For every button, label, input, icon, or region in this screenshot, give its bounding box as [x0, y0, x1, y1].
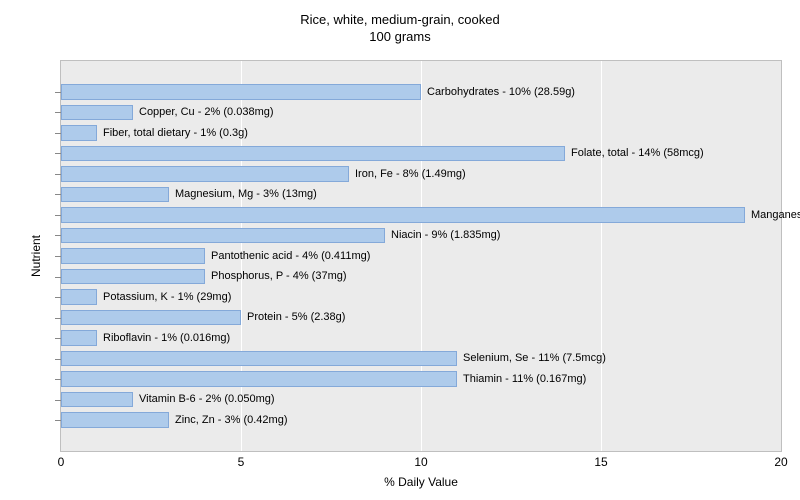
- bar-label: Vitamin B-6 - 2% (0.050mg): [133, 389, 275, 410]
- y-tick: [55, 235, 61, 236]
- bar: [61, 125, 97, 141]
- y-tick: [55, 338, 61, 339]
- bar-label: Manganese, Mn - 19% (0.377mg): [745, 205, 800, 226]
- y-tick: [55, 153, 61, 154]
- chart-title-line-1: Rice, white, medium-grain, cooked: [300, 12, 499, 27]
- x-tick-label: 5: [238, 455, 245, 469]
- y-tick: [55, 359, 61, 360]
- bar-label: Riboflavin - 1% (0.016mg): [97, 328, 230, 349]
- chart-title: Rice, white, medium-grain, cooked 100 gr…: [0, 12, 800, 46]
- bar: [61, 289, 97, 305]
- y-tick: [55, 277, 61, 278]
- bar-label: Thiamin - 11% (0.167mg): [457, 369, 586, 390]
- x-tick-label: 20: [774, 455, 787, 469]
- x-axis-title: % Daily Value: [61, 475, 781, 489]
- grid-line: [421, 61, 422, 451]
- bar-label: Protein - 5% (2.38g): [241, 307, 345, 328]
- bar: [61, 392, 133, 408]
- bar: [61, 228, 385, 244]
- bar-label: Selenium, Se - 11% (7.5mcg): [457, 348, 606, 369]
- bar-label: Phosphorus, P - 4% (37mg): [205, 266, 347, 287]
- x-tick-label: 10: [414, 455, 427, 469]
- y-tick: [55, 400, 61, 401]
- bar-label: Niacin - 9% (1.835mg): [385, 225, 500, 246]
- y-tick: [55, 174, 61, 175]
- y-axis-title: Nutrient: [29, 235, 43, 277]
- bar: [61, 105, 133, 121]
- bar-label: Carbohydrates - 10% (28.59g): [421, 82, 575, 103]
- y-tick: [55, 420, 61, 421]
- bar-label: Potassium, K - 1% (29mg): [97, 287, 231, 308]
- y-tick: [55, 379, 61, 380]
- bar: [61, 351, 457, 367]
- y-tick: [55, 194, 61, 195]
- bar-label: Zinc, Zn - 3% (0.42mg): [169, 410, 287, 431]
- bar-label: Pantothenic acid - 4% (0.411mg): [205, 246, 370, 267]
- bar: [61, 146, 565, 162]
- bar: [61, 84, 421, 100]
- plot-area: Nutrient % Daily Value 05101520Carbohydr…: [60, 60, 782, 452]
- bar-label: Magnesium, Mg - 3% (13mg): [169, 184, 317, 205]
- y-tick: [55, 92, 61, 93]
- y-tick: [55, 297, 61, 298]
- y-tick: [55, 215, 61, 216]
- bar: [61, 187, 169, 203]
- bar: [61, 330, 97, 346]
- y-tick: [55, 133, 61, 134]
- bar-label: Fiber, total dietary - 1% (0.3g): [97, 123, 248, 144]
- x-tick-label: 15: [594, 455, 607, 469]
- bar: [61, 269, 205, 285]
- bar-label: Folate, total - 14% (58mcg): [565, 143, 704, 164]
- grid-line: [601, 61, 602, 451]
- bar: [61, 248, 205, 264]
- y-tick: [55, 318, 61, 319]
- chart-title-line-2: 100 grams: [369, 29, 430, 44]
- bar-label: Iron, Fe - 8% (1.49mg): [349, 164, 466, 185]
- bar: [61, 371, 457, 387]
- y-tick: [55, 112, 61, 113]
- y-tick: [55, 256, 61, 257]
- bar: [61, 166, 349, 182]
- bar-label: Copper, Cu - 2% (0.038mg): [133, 102, 274, 123]
- bar: [61, 412, 169, 428]
- chart-container: Rice, white, medium-grain, cooked 100 gr…: [0, 0, 800, 500]
- bar: [61, 207, 745, 223]
- bar: [61, 310, 241, 326]
- x-tick-label: 0: [58, 455, 65, 469]
